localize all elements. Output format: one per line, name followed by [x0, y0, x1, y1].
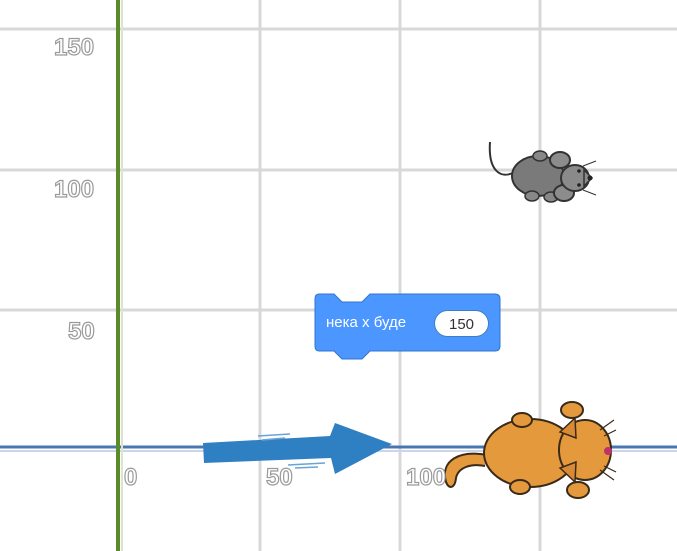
cat-sprite[interactable] — [443, 401, 617, 499]
y-tick-label: 100 — [53, 175, 95, 203]
mouse-sprite[interactable] — [488, 141, 597, 203]
x-tick-label: 100 — [405, 463, 447, 491]
arrow-right-icon — [203, 423, 392, 474]
y-tick-label: 150 — [53, 33, 95, 61]
y-tick-label: 50 — [67, 317, 95, 345]
x-tick-label: 0 — [123, 463, 138, 491]
x-tick-label: 50 — [265, 463, 293, 491]
set-x-block[interactable]: нека x буде 150 — [315, 294, 500, 359]
x-value-input[interactable]: 150 — [434, 310, 489, 337]
set-x-block-label: нека x буде — [326, 314, 407, 331]
